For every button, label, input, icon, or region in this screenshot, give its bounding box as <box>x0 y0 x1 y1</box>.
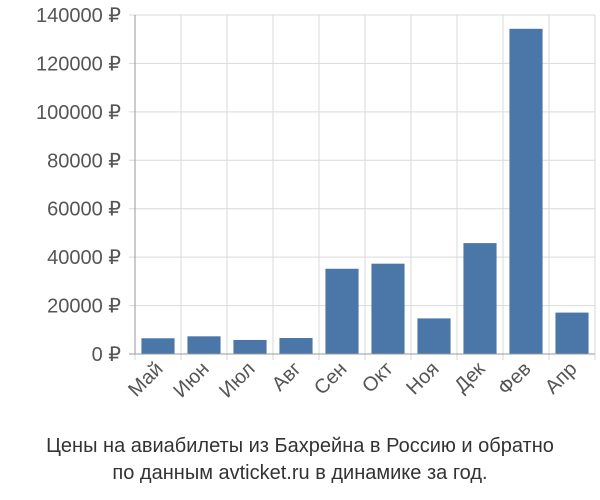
y-tick-label: 120000 ₽ <box>36 53 121 75</box>
x-tick-label: Май <box>124 358 167 401</box>
bar-10 <box>555 312 589 354</box>
bar-chart: 0 ₽ 20000 ₽ 40000 ₽ 60000 ₽ 80000 ₽ 100000 ₽ 1… <box>36 5 596 402</box>
bar-1 <box>141 338 175 354</box>
x-tick-label: Окт <box>358 358 397 397</box>
y-tick-label: 40000 ₽ <box>47 247 121 269</box>
grid <box>129 14 596 360</box>
x-tick-label: Дек <box>450 358 489 397</box>
axes <box>129 15 595 355</box>
x-tick-label: Июл <box>215 358 259 402</box>
bar-2 <box>187 336 221 354</box>
bar-6 <box>371 263 405 354</box>
x-tick-label: Ноя <box>402 358 443 399</box>
y-tick-label: 20000 ₽ <box>47 296 121 318</box>
bar-3 <box>233 339 267 354</box>
y-tick-label: 80000 ₽ <box>47 150 121 172</box>
bar-7 <box>417 318 451 354</box>
x-axis-labels: Май Июн Июл Авг Сен Окт Ноя Дек Фев Апр <box>124 358 581 402</box>
x-tick-label: Июн <box>169 358 213 402</box>
x-tick-label: Фев <box>494 358 536 400</box>
y-tick-label: 0 ₽ <box>92 344 122 366</box>
y-axis-labels: 0 ₽ 20000 ₽ 40000 ₽ 60000 ₽ 80000 ₽ 100000 ₽ 1… <box>36 5 121 366</box>
y-tick-label: 140000 ₽ <box>36 5 121 27</box>
y-tick-label: 100000 ₽ <box>36 102 121 124</box>
y-tick-label: 60000 ₽ <box>47 199 121 221</box>
bar-9 <box>509 28 543 354</box>
chart-caption-line-1: Цены на авиабилеты из Бахрейна в Россию … <box>46 435 554 457</box>
x-tick-label: Апр <box>541 358 582 399</box>
x-tick-label: Сен <box>310 358 351 399</box>
x-tick-label: Авг <box>268 358 306 396</box>
chart-caption-line-2: по данным avticket.ru в динамике за год. <box>112 462 488 484</box>
bar-8 <box>463 243 497 354</box>
bars <box>141 28 589 354</box>
bar-4 <box>279 338 313 354</box>
bar-5 <box>325 268 359 354</box>
